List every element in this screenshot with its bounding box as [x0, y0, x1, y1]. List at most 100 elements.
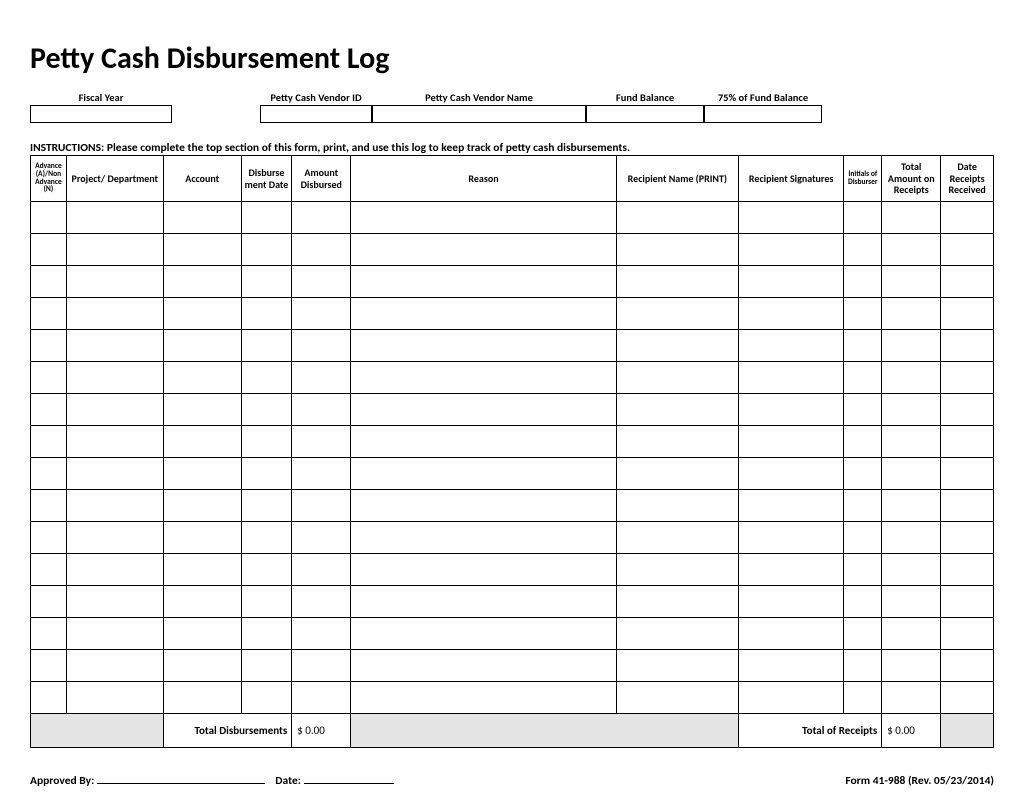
table-cell	[941, 330, 994, 362]
table-cell	[941, 650, 994, 682]
table-cell	[351, 298, 617, 330]
table-cell	[882, 458, 941, 490]
table-cell	[31, 522, 67, 554]
table-cell	[66, 458, 163, 490]
table-row	[31, 202, 994, 234]
table-cell	[882, 554, 941, 586]
column-header: Advance (A)/Non Advance (N)	[31, 156, 67, 202]
table-cell	[882, 586, 941, 618]
column-header: Disburse ment Date	[241, 156, 292, 202]
table-row	[31, 618, 994, 650]
top-field-label: Petty Cash Vendor Name	[372, 91, 586, 105]
table-cell	[351, 426, 617, 458]
table-cell	[616, 682, 738, 714]
table-header-row: Advance (A)/Non Advance (N)Project/ Depa…	[31, 156, 994, 202]
table-cell	[241, 490, 292, 522]
top-field: Petty Cash Vendor Name	[372, 91, 586, 123]
table-cell	[844, 586, 882, 618]
table-cell	[941, 682, 994, 714]
table-cell	[241, 586, 292, 618]
table-cell	[844, 682, 882, 714]
table-cell	[738, 234, 843, 266]
table-cell	[66, 586, 163, 618]
table-cell	[941, 490, 994, 522]
table-cell	[31, 394, 67, 426]
table-cell	[882, 426, 941, 458]
approved-by-label: Approved By:	[30, 774, 94, 788]
table-cell	[844, 298, 882, 330]
table-cell	[616, 586, 738, 618]
form-info: Form 41-988 (Rev. 05/23/2014)	[845, 774, 994, 788]
table-cell	[292, 522, 351, 554]
table-cell	[844, 458, 882, 490]
table-cell	[163, 330, 241, 362]
top-field-label: Petty Cash Vendor ID	[260, 91, 372, 105]
table-cell	[31, 266, 67, 298]
table-cell	[738, 458, 843, 490]
table-cell	[241, 298, 292, 330]
table-cell	[292, 490, 351, 522]
table-cell	[844, 234, 882, 266]
table-cell	[616, 394, 738, 426]
table-cell	[844, 330, 882, 362]
table-cell	[241, 266, 292, 298]
table-cell	[616, 330, 738, 362]
table-cell	[31, 618, 67, 650]
table-cell	[616, 266, 738, 298]
table-cell	[241, 362, 292, 394]
table-cell	[292, 458, 351, 490]
total-receipts-label: Total of Receipts	[738, 714, 881, 748]
table-row	[31, 650, 994, 682]
table-cell	[163, 202, 241, 234]
total-receipts-value: $ 0.00	[882, 714, 941, 748]
table-cell	[241, 682, 292, 714]
table-row	[31, 266, 994, 298]
table-cell	[738, 522, 843, 554]
totals-spacer	[941, 714, 994, 748]
table-cell	[241, 234, 292, 266]
table-cell	[844, 266, 882, 298]
table-cell	[31, 650, 67, 682]
page-title: Petty Cash Disbursement Log	[30, 40, 994, 77]
table-row	[31, 490, 994, 522]
table-cell	[941, 522, 994, 554]
table-cell	[31, 298, 67, 330]
table-row	[31, 586, 994, 618]
table-cell	[941, 202, 994, 234]
column-header: Reason	[351, 156, 617, 202]
signature-block: Approved By: Date:	[30, 774, 394, 788]
table-cell	[66, 618, 163, 650]
table-cell	[31, 426, 67, 458]
table-cell	[241, 330, 292, 362]
date-line	[304, 783, 394, 784]
table-cell	[292, 650, 351, 682]
table-cell	[844, 522, 882, 554]
table-row	[31, 362, 994, 394]
table-cell	[292, 586, 351, 618]
table-cell	[844, 362, 882, 394]
table-cell	[738, 426, 843, 458]
table-cell	[351, 394, 617, 426]
top-field: Fund Balance	[586, 91, 704, 123]
table-cell	[31, 458, 67, 490]
table-cell	[292, 682, 351, 714]
table-cell	[616, 362, 738, 394]
table-cell	[66, 554, 163, 586]
table-cell	[844, 490, 882, 522]
table-cell	[241, 618, 292, 650]
table-cell	[351, 618, 617, 650]
table-cell	[882, 330, 941, 362]
table-cell	[66, 394, 163, 426]
table-cell	[163, 458, 241, 490]
table-cell	[738, 618, 843, 650]
table-cell	[941, 554, 994, 586]
table-cell	[882, 490, 941, 522]
table-cell	[292, 426, 351, 458]
table-cell	[292, 202, 351, 234]
table-cell	[31, 490, 67, 522]
table-cell	[66, 426, 163, 458]
table-cell	[66, 266, 163, 298]
table-cell	[616, 650, 738, 682]
table-cell	[941, 458, 994, 490]
table-cell	[66, 330, 163, 362]
